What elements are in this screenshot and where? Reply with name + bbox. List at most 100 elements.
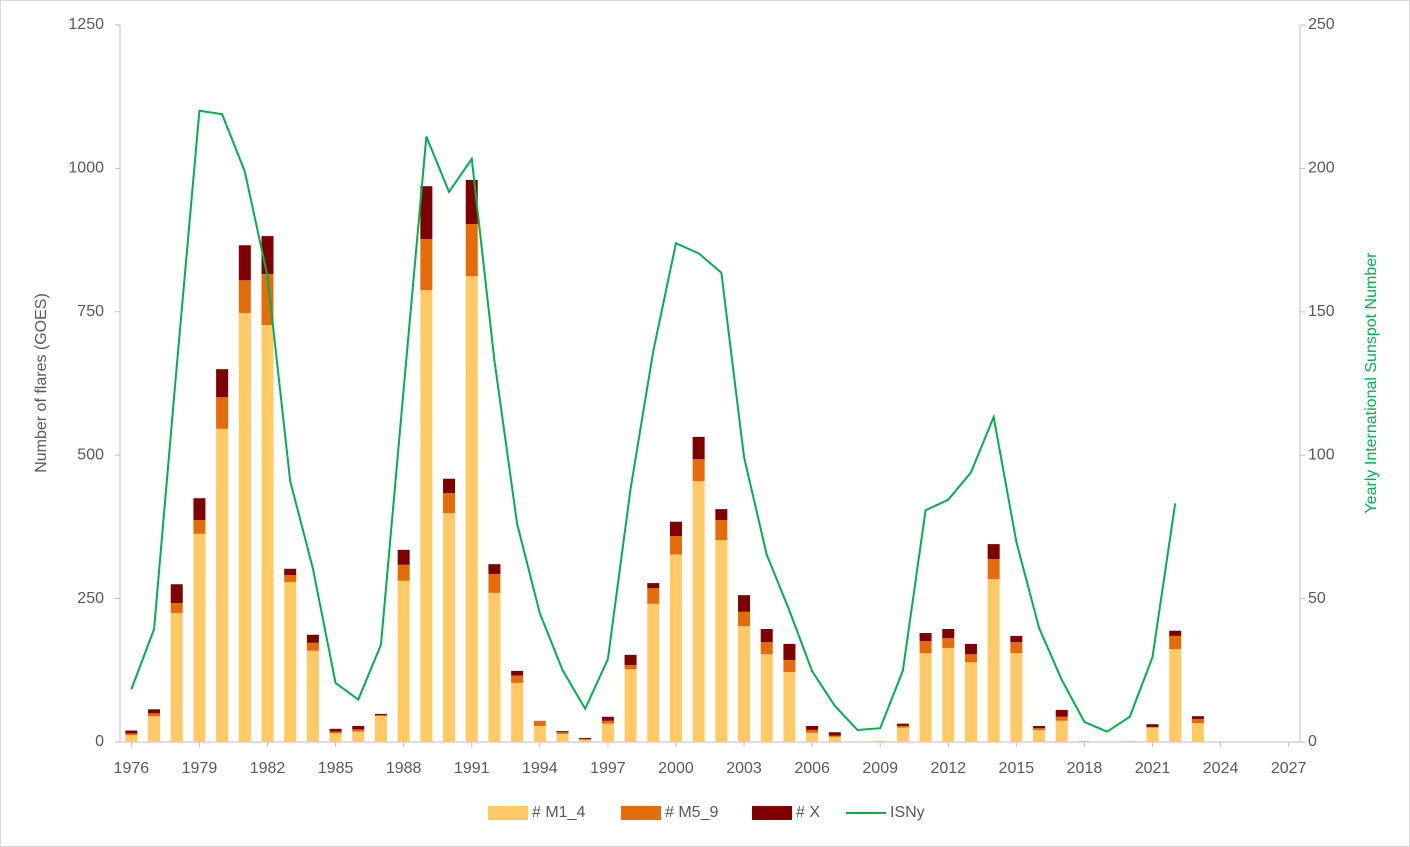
- bar-segment: [964, 643, 977, 655]
- bar-segment: [715, 509, 728, 521]
- bar-segment: [987, 544, 1000, 560]
- bar-segment: [216, 428, 229, 742]
- bar-segment: [556, 731, 569, 733]
- bar-segment: [601, 723, 614, 742]
- bar-segment: [964, 662, 977, 742]
- x-tick-label: 1985: [318, 760, 354, 777]
- bar-segment: [352, 729, 365, 732]
- bar-segment: [284, 581, 297, 742]
- bar-segment: [601, 716, 614, 721]
- y-tick-label: 500: [77, 446, 104, 463]
- bar-segment: [624, 665, 637, 670]
- x-tick-label: 2012: [930, 760, 966, 777]
- x-tick-label: 1997: [590, 760, 626, 777]
- bar-segment: [579, 739, 592, 740]
- bar-segment: [125, 735, 138, 742]
- bar-segment: [783, 643, 796, 660]
- bar-segment: [1010, 642, 1023, 654]
- y2-tick-label: 150: [1308, 303, 1335, 320]
- bar-segment: [397, 580, 410, 742]
- legend-swatch: [621, 806, 661, 820]
- bar-segment: [374, 713, 387, 716]
- bar-segment: [511, 682, 524, 742]
- bar-segment: [420, 186, 433, 239]
- bar-segment: [216, 397, 229, 429]
- y2-tick-label: 0: [1308, 733, 1317, 750]
- y-tick-label: 250: [77, 590, 104, 607]
- bar-segment: [193, 520, 206, 534]
- bar-segment: [1191, 719, 1204, 724]
- x-tick-label: 2000: [658, 760, 694, 777]
- bar-segment: [828, 735, 841, 737]
- bar-segment: [624, 654, 637, 666]
- y2-tick-label: 250: [1308, 16, 1335, 33]
- bar-segment: [397, 564, 410, 581]
- bar-segment: [579, 739, 592, 742]
- bar-segment: [125, 733, 138, 736]
- bar-segment: [1123, 740, 1136, 742]
- y-axis-label: Number of flares (GOES): [33, 293, 50, 473]
- bar-segment: [919, 633, 932, 642]
- x-tick-label: 2009: [862, 760, 898, 777]
- bar-segment: [420, 290, 433, 742]
- bar-segment: [261, 324, 274, 742]
- bar-segment: [987, 579, 1000, 742]
- bar-segment: [806, 725, 819, 730]
- bar-segment: [783, 659, 796, 673]
- bar-segment: [669, 536, 682, 555]
- bar-segment: [329, 731, 342, 734]
- bar-segment: [420, 238, 433, 291]
- bar-segment: [896, 723, 909, 726]
- x-tick-label: 1976: [114, 760, 150, 777]
- bar-segment: [874, 740, 887, 742]
- bar-segment: [987, 559, 1000, 580]
- bar-segment: [488, 564, 501, 574]
- bar-segment: [1055, 709, 1068, 717]
- bar-segment: [669, 554, 682, 742]
- bar-segment: [1191, 723, 1204, 742]
- bar-segment: [1169, 635, 1182, 650]
- bar-segment: [397, 549, 410, 565]
- bar-segment: [942, 647, 955, 742]
- bar-segment: [374, 715, 387, 717]
- bar-segment: [1033, 728, 1046, 730]
- bar-segment: [556, 732, 569, 734]
- bar-segment: [851, 741, 864, 742]
- bar-segment: [1033, 729, 1046, 742]
- bar-segment: [1146, 727, 1159, 742]
- bar-segment: [1033, 725, 1046, 729]
- bar-segment: [148, 716, 161, 742]
- bar-segment: [919, 653, 932, 742]
- bar-segment: [738, 626, 751, 742]
- bar-segment: [1010, 635, 1023, 643]
- bar-segment: [238, 280, 251, 313]
- bar-segment: [352, 725, 365, 730]
- bar-segment: [511, 670, 524, 676]
- bar-segment: [193, 533, 206, 742]
- bar-segment: [760, 654, 773, 742]
- bar-segment: [1078, 740, 1091, 742]
- bar-segment: [443, 493, 456, 514]
- y-tick-label: 1000: [68, 160, 104, 177]
- bar-segment: [329, 733, 342, 742]
- bar-segment: [783, 672, 796, 742]
- bar-segment: [692, 459, 705, 482]
- bar-segment: [669, 521, 682, 537]
- bar-segment: [125, 730, 138, 734]
- y2-axis-label: Yearly International Sunspot Number: [1363, 252, 1380, 514]
- bar-segment: [443, 513, 456, 742]
- bar-segment: [170, 584, 183, 604]
- bar-segment: [715, 540, 728, 742]
- bar-segment: [443, 478, 456, 494]
- bar-segment: [488, 573, 501, 593]
- bar-segment: [806, 729, 819, 733]
- bar-segment: [1169, 649, 1182, 742]
- x-tick-label: 2024: [1203, 760, 1239, 777]
- x-tick-label: 2027: [1271, 760, 1307, 777]
- bar-segment: [533, 720, 546, 726]
- bar-segment: [896, 727, 909, 742]
- bar-segment: [1010, 653, 1023, 742]
- bar-segment: [170, 603, 183, 613]
- bar-segment: [511, 675, 524, 683]
